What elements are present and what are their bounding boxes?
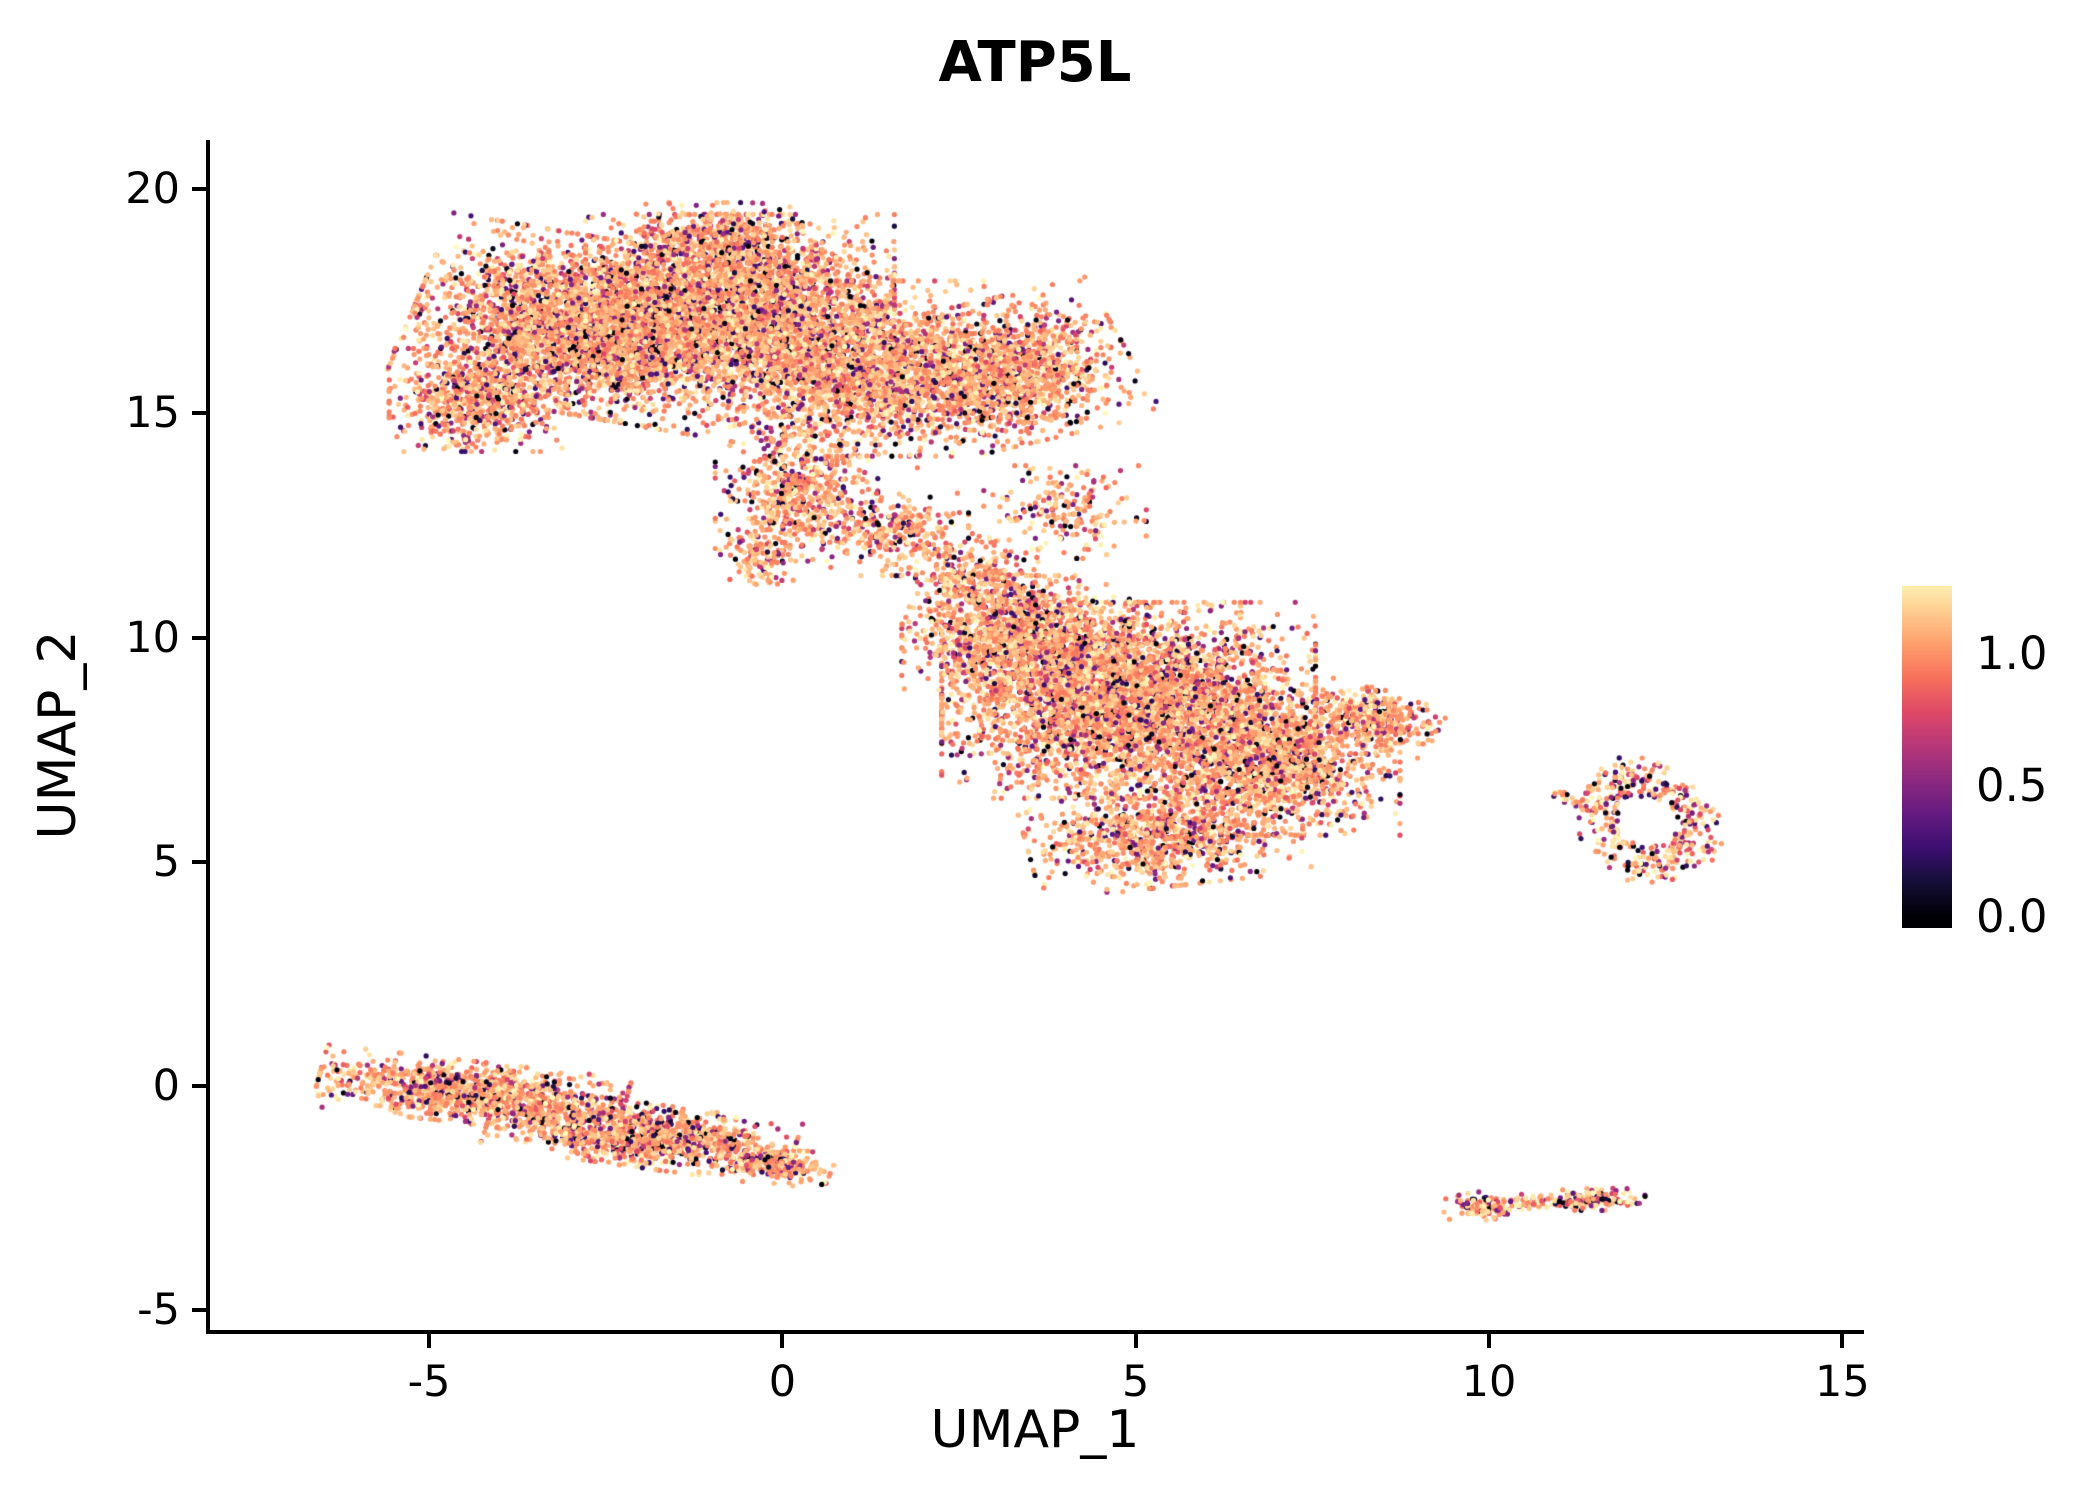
x-tick-mark — [427, 1334, 432, 1348]
x-tick-mark — [1487, 1334, 1491, 1348]
y-tick-label: 0 — [152, 1060, 180, 1111]
colorbar-tick-label: 1.0 — [1976, 627, 2048, 681]
x-tick-label: 0 — [768, 1357, 797, 1407]
x-tick-label: 10 — [1461, 1357, 1517, 1407]
y-tick-label: 15 — [125, 388, 180, 439]
x-tick-label: -5 — [407, 1357, 451, 1407]
y-tick-label: 20 — [125, 164, 180, 215]
y-tick-label: -5 — [137, 1284, 180, 1335]
colorbar-gradient — [1902, 586, 1952, 928]
y-axis-line — [206, 140, 210, 1334]
y-tick-label: 10 — [125, 612, 180, 663]
y-axis-label: UMAP_2 — [28, 630, 88, 840]
y-tick-mark — [192, 411, 206, 416]
colorbar-tick-label: 0.0 — [1976, 890, 2048, 944]
x-axis-line — [206, 1330, 1864, 1334]
y-tick-mark — [192, 859, 206, 864]
x-tick-mark — [1840, 1334, 1845, 1348]
y-tick-mark — [192, 187, 206, 192]
plot-title: ATP5L — [938, 30, 1132, 95]
y-tick-mark — [192, 1307, 206, 1312]
x-tick-mark — [1133, 1334, 1138, 1348]
y-tick-mark — [192, 1083, 206, 1088]
x-tick-label: 15 — [1814, 1357, 1870, 1407]
y-tick-label: 5 — [152, 836, 180, 887]
umap-scatter-canvas — [210, 140, 1860, 1330]
x-tick-label: 5 — [1122, 1357, 1150, 1407]
y-tick-mark — [192, 635, 206, 640]
x-tick-mark — [780, 1334, 785, 1348]
x-axis-label: UMAP_1 — [930, 1400, 1140, 1460]
colorbar-tick-label: 0.5 — [1976, 758, 2048, 812]
